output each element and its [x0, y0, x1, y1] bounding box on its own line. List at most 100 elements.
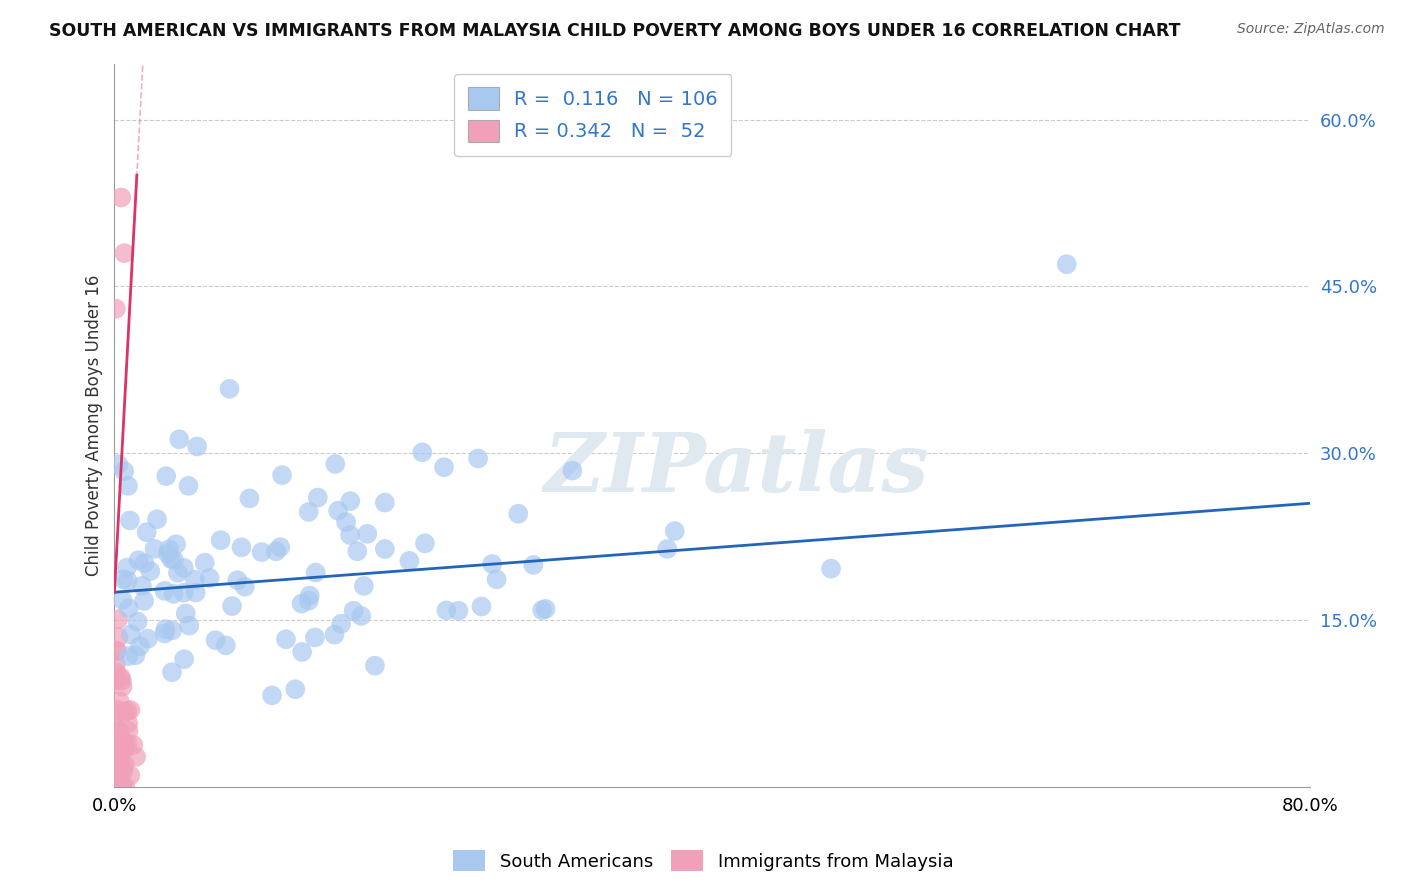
Point [120, 768, 142, 782]
Point [413, 536, 436, 550]
Point [163, 553, 186, 567]
Point [118, 513, 141, 527]
Point [127, 615, 149, 629]
Point [173, 561, 195, 575]
Point [125, 749, 148, 764]
Point [111, 593, 134, 607]
Point [194, 556, 217, 570]
Point [104, 737, 127, 751]
Point [226, 573, 249, 587]
Point [112, 737, 135, 751]
Point [117, 716, 139, 731]
Point [107, 739, 129, 753]
Point [110, 764, 132, 778]
Point [467, 451, 489, 466]
Point [143, 541, 166, 556]
Point [271, 468, 294, 483]
Point [117, 736, 139, 750]
Point [657, 541, 679, 556]
Point [105, 757, 128, 772]
Point [112, 464, 135, 478]
Point [323, 457, 346, 471]
Point [284, 682, 307, 697]
Point [350, 608, 373, 623]
Point [204, 633, 226, 648]
Point [160, 552, 183, 566]
Point [215, 638, 238, 652]
Point [184, 573, 207, 587]
Point [364, 658, 387, 673]
Point [298, 505, 321, 519]
Point [664, 524, 686, 538]
Point [198, 571, 221, 585]
Point [231, 541, 253, 555]
Point [184, 585, 207, 599]
Text: SOUTH AMERICAN VS IMMIGRANTS FROM MALAYSIA CHILD POVERTY AMONG BOYS UNDER 16 COR: SOUTH AMERICAN VS IMMIGRANTS FROM MALAYS… [49, 22, 1181, 40]
Point [186, 440, 208, 454]
Point [131, 579, 153, 593]
Point [209, 533, 232, 548]
Point [335, 515, 357, 529]
Point [105, 764, 128, 778]
Point [269, 540, 291, 554]
Point [120, 627, 142, 641]
Point [820, 561, 842, 575]
Point [173, 585, 195, 599]
Point [105, 657, 128, 671]
Point [146, 512, 169, 526]
Point [531, 603, 554, 617]
Point [107, 630, 129, 644]
Point [356, 526, 378, 541]
Point [534, 602, 557, 616]
Text: Source: ZipAtlas.com: Source: ZipAtlas.com [1237, 22, 1385, 37]
Point [110, 190, 132, 204]
Point [174, 607, 197, 621]
Point [330, 616, 353, 631]
Point [117, 601, 139, 615]
Point [470, 599, 492, 614]
Point [117, 724, 139, 739]
Point [111, 673, 134, 688]
Point [104, 644, 127, 658]
Point [447, 604, 470, 618]
Point [105, 702, 128, 716]
Point [374, 495, 396, 509]
Point [111, 680, 134, 694]
Point [298, 593, 321, 607]
Point [290, 597, 312, 611]
Point [128, 553, 150, 567]
Point [110, 670, 132, 684]
Point [153, 626, 176, 640]
Point [134, 556, 156, 570]
Point [162, 587, 184, 601]
Point [117, 479, 139, 493]
Text: ZIPatlas: ZIPatlas [543, 429, 929, 508]
Point [117, 649, 139, 664]
Point [105, 673, 128, 688]
Point [104, 665, 127, 679]
Point [481, 557, 503, 571]
Point [107, 457, 129, 471]
Point [561, 464, 583, 478]
Point [111, 780, 134, 794]
Point [179, 618, 201, 632]
Point [105, 725, 128, 739]
Point [120, 703, 142, 717]
Point [177, 479, 200, 493]
Point [105, 706, 128, 721]
Point [117, 574, 139, 588]
Point [155, 469, 177, 483]
Point [433, 460, 456, 475]
Y-axis label: Child Poverty Among Boys Under 16: Child Poverty Among Boys Under 16 [86, 275, 103, 576]
Point [508, 507, 530, 521]
Point [115, 560, 138, 574]
Legend: South Americans, Immigrants from Malaysia: South Americans, Immigrants from Malaysi… [446, 843, 960, 879]
Point [105, 778, 128, 792]
Point [326, 504, 349, 518]
Point [218, 382, 240, 396]
Point [114, 741, 136, 756]
Point [105, 742, 128, 756]
Point [274, 632, 297, 647]
Point [307, 491, 329, 505]
Point [111, 760, 134, 774]
